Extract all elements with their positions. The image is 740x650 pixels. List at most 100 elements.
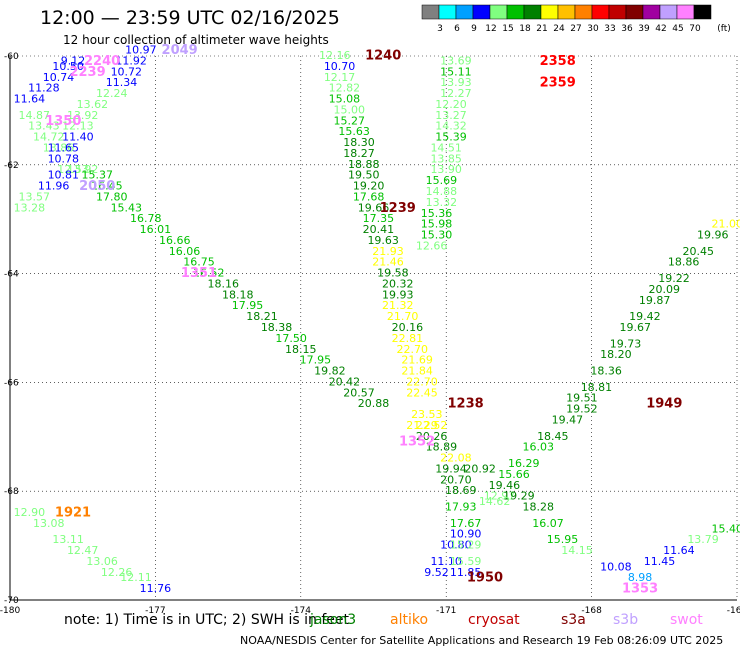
x-tick-label: -165	[727, 606, 740, 616]
legend-tick-label: 42	[655, 24, 666, 34]
wave-height-label: 17.67	[450, 517, 482, 530]
wave-height-label: 13.62	[77, 98, 109, 111]
wave-height-label: 21.00	[712, 218, 740, 231]
wave-height-label: 16.66	[159, 234, 191, 247]
wave-height-label: 18.18	[222, 288, 254, 301]
wave-height-label: 15.11	[440, 65, 472, 78]
wave-height-label: 20.26	[416, 430, 448, 443]
legend-swatch	[693, 4, 712, 20]
legend-tick-label: 30	[587, 24, 599, 34]
wave-height-label: 14.51	[430, 141, 462, 154]
wave-height-label: 12.17	[324, 71, 356, 84]
wave-height-label: 15.29	[450, 539, 482, 552]
legend-tick-label: 6	[454, 24, 460, 34]
wave-height-label: 15.08	[329, 93, 361, 106]
wave-height-label: 11.92	[115, 54, 147, 67]
pass-time-label: 2239	[69, 65, 105, 80]
pass-time-label: 1240	[365, 49, 401, 64]
wave-height-label: 15.37	[81, 169, 113, 182]
legend-tick-label: 70	[689, 24, 701, 34]
footer-credit: NOAA/NESDIS Center for Satellite Applica…	[240, 634, 724, 647]
wave-height-label: 21.70	[387, 310, 419, 323]
wave-height-label: 19.94	[435, 462, 467, 475]
wave-height-label: 22.70	[406, 375, 438, 388]
wave-height-label: 20.70	[440, 473, 472, 486]
wave-height-label: 16.29	[508, 457, 540, 470]
wave-height-label: 15.27	[334, 114, 366, 127]
wave-height-label: 15.40	[712, 522, 740, 535]
y-tick-label: -68	[4, 487, 19, 497]
wave-height-label: 19.42	[629, 310, 661, 323]
mission-label-swot: swot	[670, 612, 703, 628]
pass-time-label: 2240	[84, 54, 120, 69]
grid-lines	[9, 55, 738, 601]
wave-height-label: 14.32	[435, 120, 467, 133]
wave-height-label: 19.29	[503, 490, 535, 503]
wave-height-label: 11.28	[28, 82, 60, 95]
wave-height-label: 12.47	[67, 544, 99, 557]
x-tick-label: -171	[436, 606, 456, 616]
wave-height-label: 13.43	[28, 120, 60, 133]
wave-height-label: 13.92	[67, 163, 99, 176]
wave-height-label: 13.90	[430, 163, 462, 176]
wave-height-label: 21.69	[401, 354, 433, 367]
wave-height-label: 12.11	[120, 571, 152, 584]
pass-time-label: 1921	[55, 505, 91, 520]
wave-height-label: 15.43	[111, 201, 143, 214]
wave-height-label: 9.12	[61, 54, 86, 67]
wave-height-label: 19.22	[658, 272, 690, 285]
wave-height-label: 20.16	[392, 321, 424, 334]
wave-height-label: 12.20	[435, 98, 467, 111]
chart-subtitle: 12 hour collection of altimeter wave hei…	[63, 33, 329, 47]
legend-tick-label: 24	[553, 24, 565, 34]
wave-height-label: 19.87	[639, 294, 671, 307]
wave-height-label: 20.41	[363, 223, 395, 236]
x-tick-label: -174	[291, 606, 312, 616]
x-tick-label: -177	[145, 606, 165, 616]
y-tick-label: -60	[4, 52, 19, 62]
legend-tick-label: 9	[471, 24, 477, 34]
wave-height-label: 15.36	[421, 207, 453, 220]
wave-height-label: 15.98	[421, 218, 453, 231]
wave-height-label: 13.08	[33, 517, 65, 530]
legend-tick-label: 3	[437, 24, 443, 34]
x-tick-label: -168	[581, 606, 602, 616]
wave-height-label: 19.93	[382, 288, 414, 301]
wave-height-label: 16.06	[169, 245, 201, 258]
wave-height-label: 14.72	[33, 131, 65, 144]
wave-height-label: 10.70	[324, 60, 356, 73]
wave-height-label: 19.46	[489, 479, 521, 492]
legend-tick-label: 36	[621, 24, 633, 34]
wave-height-label: 22.52	[416, 419, 448, 432]
pass-time-label: 1352	[399, 435, 435, 450]
legend-tick-label: 15	[502, 24, 513, 34]
wave-height-label: 9.52	[424, 566, 449, 579]
wave-height-label: 20.45	[682, 245, 714, 258]
wave-height-label: 11.85	[450, 566, 482, 579]
wave-height-label: 17.93	[445, 501, 477, 514]
wave-height-label: 12.26	[101, 566, 133, 579]
wave-height-label: 18.30	[343, 136, 375, 149]
legend-tick-label: 27	[570, 24, 581, 34]
pass-time-label: 1239	[380, 201, 416, 216]
pass-labels: 1239 1240 1238 2358 2359 1949 1950 1921 2049 2050…	[45, 43, 682, 597]
wave-height-label: 20.42	[329, 375, 361, 388]
mission-label-cryosat: cryosat	[468, 612, 520, 628]
wave-height-label: 17.68	[353, 190, 385, 203]
pass-time-label: 1353	[622, 582, 658, 597]
footer-note: note: 1) Time is in UTC; 2) SWH is in fe…	[64, 612, 350, 628]
wave-height-label: 12.90	[14, 506, 46, 519]
wave-height-label: 12.66	[416, 239, 448, 252]
wave-height-label: 16.01	[140, 223, 172, 236]
wave-height-label: 10.74	[43, 71, 75, 84]
wave-height-label: 14.15	[561, 544, 593, 557]
wave-height-label: 12.16	[319, 49, 351, 62]
wave-height-label: 22.70	[397, 343, 429, 356]
wave-height-label: 18.69	[445, 484, 477, 497]
wave-height-label: 13.69	[440, 54, 472, 67]
wave-height-label: 17.50	[275, 332, 307, 345]
wave-height-label: 13.79	[687, 533, 719, 546]
wave-height-label: 17.35	[363, 212, 395, 225]
pass-time-label: 2359	[540, 76, 576, 91]
